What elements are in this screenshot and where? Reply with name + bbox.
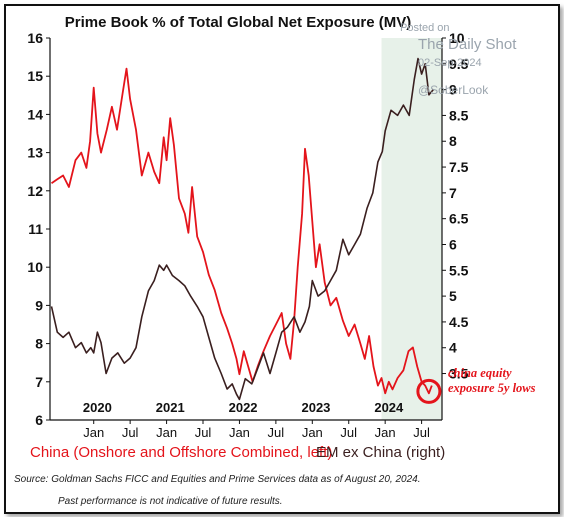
y-right-tick-label: 6 [449,236,457,252]
x-month-label: Jul [413,425,430,440]
y-left-tick-label: 16 [27,30,43,46]
y-left-tick-label: 14 [27,106,43,122]
y-right-tick-label: 3.5 [449,366,469,382]
y-left-tick-label: 13 [27,145,43,161]
y-left-tick-label: 7 [35,374,43,390]
legend-china: China (Onshore and Offshore Combined, le… [30,444,332,461]
x-month-label: Jan [375,425,396,440]
annotation: china equity exposure 5y lows [416,366,536,404]
y-right-tick-label: 8 [449,133,457,149]
x-axis-ticks: Jan Jul Jan Jul Jan Jul Jan Jul Jan Jul 2020 2021 20… [83,400,430,440]
y-right-tick-label: 7.5 [449,159,469,175]
series-lines [50,57,434,401]
y-left-tick-label: 15 [27,68,43,84]
y-right-tick-label: 5.5 [449,262,469,278]
x-month-label: Jan [83,425,104,440]
watermark: Posted on The Daily Shot 02-Sep-2024 @So… [400,22,517,97]
y-right-tick-label: 4 [449,340,457,356]
watermark-date: 02-Sep-2024 [418,57,482,69]
y-right-tick-label: 9 [449,82,457,98]
series-line-china [50,67,433,395]
x-month-label: Jul [268,425,285,440]
x-year-label: 2021 [156,400,185,415]
x-year-label: 2023 [301,400,330,415]
x-year-label: 2022 [229,400,258,415]
disclaimer: Past performance is not indicative of fu… [58,496,283,507]
watermark-brand: The Daily Shot [418,36,517,53]
annotation-line-2: exposure 5y lows [448,381,536,395]
annotation-line-1: china equity [448,366,512,380]
annotation-circle [416,378,442,404]
x-month-label: Jul [195,425,212,440]
y-axis-left-ticks: 6 7 8 9 10 11 12 13 14 15 16 [27,30,50,428]
y-right-tick-label: 5 [449,288,457,304]
x-month-label: Jul [122,425,139,440]
chart-title: Prime Book % of Total Global Net Exposur… [65,14,411,31]
y-right-tick-label: 6.5 [449,211,469,227]
x-month-label: Jan [229,425,250,440]
watermark-posted-on: Posted on [400,22,450,34]
y-right-tick-label: 7 [449,185,457,201]
chart-frame [4,4,560,514]
y-left-tick-label: 8 [35,336,43,352]
y-right-tick-label: 8.5 [449,107,469,123]
y-right-tick-label: 10 [449,30,465,46]
x-year-label: 2020 [83,400,112,415]
x-month-label: Jan [156,425,177,440]
watermark-handle: @SoberLook [418,83,489,97]
y-left-tick-label: 9 [35,297,43,313]
y-right-tick-label: 9.5 [449,56,469,72]
y-left-tick-label: 10 [27,259,43,275]
source-note: Source: Goldman Sachs FICC and Equities … [14,474,421,485]
y-axis-right-ticks: 3.5 4 4.5 5 5.5 6 6.5 7 7.5 8 8.5 9 9.5 10 [442,30,469,382]
x-year-label: 2024 [374,400,404,415]
y-left-tick-label: 12 [27,183,43,199]
legend-em-ex-china: EM ex China (right) [316,444,445,461]
y-left-tick-label: 6 [35,412,43,428]
y-left-tick-label: 11 [28,221,43,237]
x-month-label: Jan [302,425,323,440]
x-month-label: Jul [340,425,357,440]
series-line-em-ex-china [50,57,434,401]
y-right-tick-label: 4.5 [449,314,469,330]
